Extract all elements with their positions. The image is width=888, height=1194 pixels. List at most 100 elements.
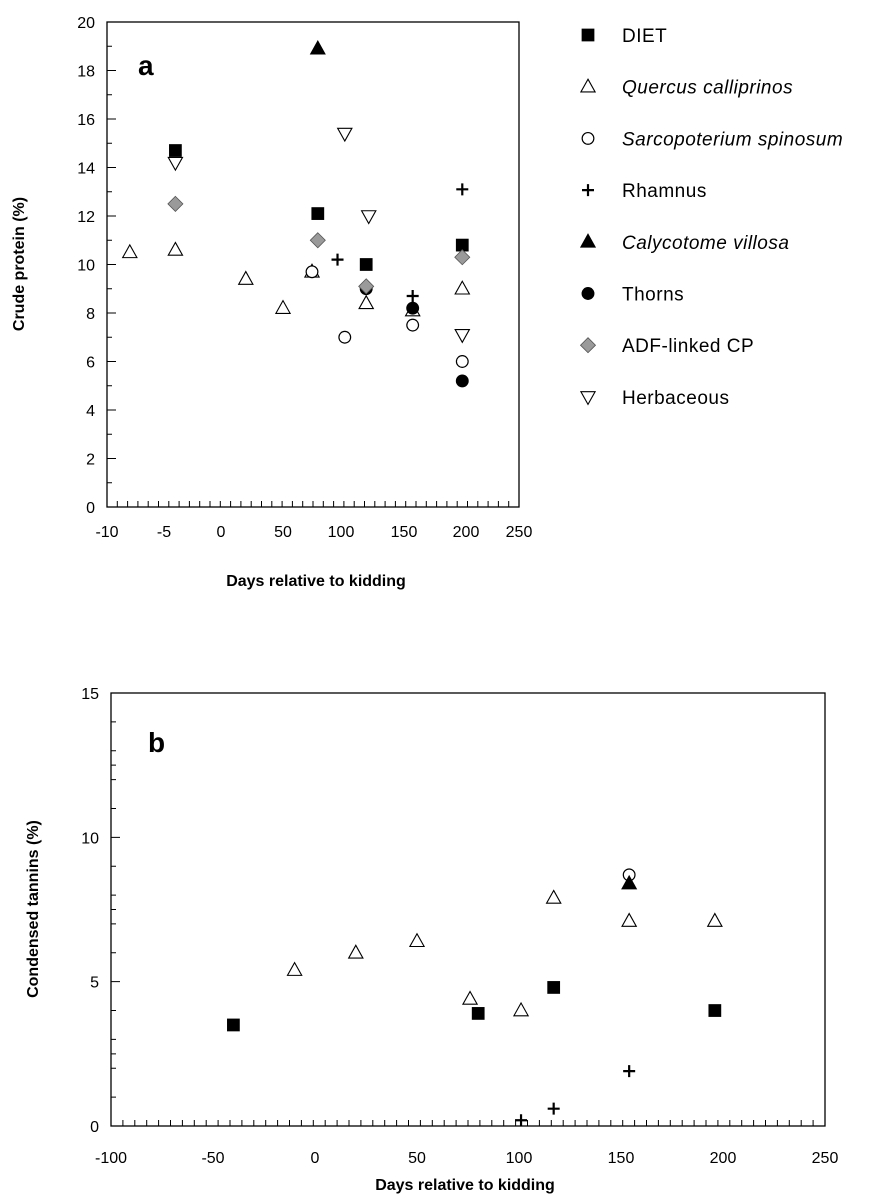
panel-a-y-tick-label: 2 — [86, 452, 95, 469]
panel-a-x-tick-label: 50 — [274, 524, 292, 541]
panel-a-y-tick-label: 14 — [77, 161, 95, 178]
panel-b-x-axis-title: Days relative to kidding — [375, 1177, 555, 1194]
panel-a-y-axis-title: Crude protein (%) — [11, 197, 28, 331]
panel-b-plot-frame — [110, 692, 826, 1127]
legend-label-sarcopoterium-spinosum: Sarcopoterium spinosum — [622, 129, 843, 150]
panel-b-x-tick-label: 150 — [608, 1150, 635, 1167]
panel-b-x-tick-label: 250 — [812, 1150, 839, 1167]
legend-label-rhamnus: Rhamnus — [622, 181, 707, 202]
panel-a-y-tick-label: 8 — [86, 306, 95, 323]
panel-a-y-tick-label: 0 — [86, 500, 95, 517]
legend-label-diet: DIET — [622, 26, 667, 47]
legend-marker-sarcopoterium-spinosum — [581, 131, 595, 145]
panel-b-point-quercus-calliprinos — [461, 990, 479, 1005]
panel-a-point-sarcopoterium-spinosum — [406, 318, 420, 332]
panel-b-point-quercus-calliprinos — [545, 889, 562, 904]
panel-b-y-tick-label: 15 — [81, 686, 99, 703]
panel-a-y-tick-label: 10 — [77, 258, 95, 275]
legend-label-calycotome-villosa: Calycotome villosa — [622, 233, 789, 254]
panel-a-point-rhamnus — [331, 253, 344, 266]
panel-a-point-quercus-calliprinos — [358, 294, 375, 310]
panel-a-point-herbaceous — [454, 329, 471, 344]
legend-marker-rhamnus — [582, 184, 594, 197]
panel-b-point-quercus-calliprinos — [621, 912, 638, 927]
panel-b-point-quercus-calliprinos — [512, 1001, 530, 1017]
panel-a-x-tick-label: 150 — [391, 524, 418, 541]
panel-a-point-diet — [455, 238, 469, 252]
panel-b-x-tick-label: -50 — [201, 1150, 224, 1167]
panel-b-x-tick-label: 0 — [311, 1150, 320, 1167]
panel-a-point-sarcopoterium-spinosum — [305, 265, 319, 279]
panel-b-point-quercus-calliprinos — [286, 961, 303, 976]
legend-marker-quercus-calliprinos — [579, 78, 597, 93]
panel-a-y-ticks — [107, 21, 116, 508]
panel-a-point-thorns — [455, 374, 469, 388]
legend-label-quercus-calliprinos: Quercus calliprinos — [622, 78, 793, 99]
panel-b-x-minor-ticks — [122, 1120, 814, 1126]
panel-b-x-tick-label: -100 — [95, 1150, 127, 1167]
panel-a-point-adf-linked-cp — [309, 232, 326, 249]
panel-a-point-quercus-calliprinos — [237, 270, 254, 285]
legend-marker-adf-linked-cp — [579, 337, 597, 354]
panel-a-y-tick-label: 4 — [86, 403, 95, 420]
panel-b-y-tick-label: 0 — [90, 1119, 99, 1136]
panel-a-point-diet — [169, 144, 182, 157]
panel-a-point-adf-linked-cp — [454, 249, 471, 266]
panel-a-x-tick-label: -5 — [157, 524, 171, 541]
panel-a-point-herbaceous — [360, 210, 377, 225]
panel-a-point-rhamnus — [456, 183, 469, 196]
panel-a-point-quercus-calliprinos — [167, 241, 184, 256]
panel-b-point-quercus-calliprinos — [408, 932, 426, 948]
panel-b-point-diet — [547, 981, 561, 994]
panel-a-x-tick-label: 100 — [328, 524, 355, 541]
panel-a-point-rhamnus — [406, 290, 419, 303]
panel-a-point-sarcopoterium-spinosum — [455, 355, 469, 368]
panel-b-point-diet — [708, 1004, 722, 1017]
panel-b-x-tick-label: 100 — [506, 1150, 533, 1167]
panel-a-point-quercus-calliprinos — [454, 280, 471, 295]
panel-a-x-tick-label: 250 — [506, 524, 533, 541]
panel-a-y-tick-label: 16 — [77, 112, 95, 129]
panel-a-point-thorns — [406, 301, 420, 315]
panel-b-y-axis-title: Condensed tannins (%) — [25, 820, 42, 998]
legend-label-adf-linked-cp: ADF-linked CP — [622, 336, 754, 357]
panel-a-point-calycotome-villosa — [309, 40, 326, 55]
panel-a-x-tick-label: -10 — [95, 524, 118, 541]
panel-b-point-calycotome-villosa — [621, 874, 638, 890]
panel-a-point-adf-linked-cp — [358, 278, 375, 295]
panel-a-point-herbaceous — [167, 156, 184, 172]
panel-a-y-tick-label: 18 — [77, 64, 95, 81]
panel-b-point-diet — [471, 1007, 485, 1020]
panel-a-x-minor-ticks — [116, 501, 510, 507]
panel-b-y-tick-label: 10 — [81, 830, 99, 847]
panel-b-point-rhamnus — [623, 1065, 636, 1078]
legend-marker-herbaceous — [579, 391, 597, 406]
panel-a-plot-frame — [106, 21, 520, 508]
legend-marker-thorns — [581, 287, 595, 300]
legend-label-thorns: Thorns — [622, 285, 684, 306]
panel-b-y-ticks — [111, 692, 120, 1127]
panel-b-point-rhamnus — [515, 1114, 528, 1127]
panel-b-point-diet — [227, 1018, 240, 1032]
panel-a-point-quercus-calliprinos — [274, 299, 292, 314]
panel-a-x-axis-title: Days relative to kidding — [226, 573, 406, 590]
panel-a-x-tick-label: 200 — [453, 524, 480, 541]
panel-a-y-tick-label: 20 — [77, 15, 95, 32]
panel-a-point-quercus-calliprinos — [121, 243, 138, 259]
panel-b-point-quercus-calliprinos — [347, 944, 364, 959]
panel-a-y-tick-label: 12 — [77, 209, 95, 226]
legend-marker-diet — [581, 28, 595, 42]
panel-a-y-tick-label: 6 — [86, 355, 95, 372]
panel-b-point-rhamnus — [547, 1102, 560, 1115]
panel-b-x-tick-label: 200 — [710, 1150, 737, 1167]
panel-a-point-diet — [359, 258, 373, 271]
panel-a-x-tick-label: 0 — [217, 524, 226, 541]
panel-b-x-tick-label: 50 — [408, 1150, 426, 1167]
panel-b-letter: b — [148, 727, 165, 758]
legend-marker-calycotome-villosa — [579, 233, 597, 248]
panel-a-letter: a — [138, 50, 154, 81]
panel-a-point-herbaceous — [336, 127, 353, 143]
panel-b-point-quercus-calliprinos — [706, 912, 723, 927]
panel-a-point-sarcopoterium-spinosum — [338, 330, 352, 344]
